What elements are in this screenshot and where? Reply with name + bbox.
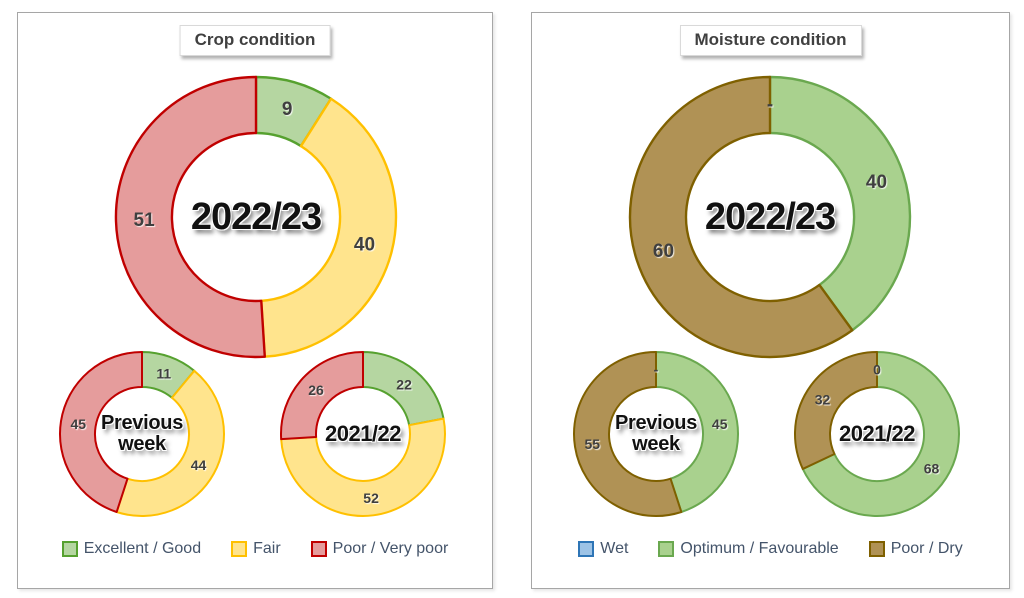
crop-donut-previous-week-chart: 11 44 45	[59, 351, 225, 517]
legend-label: Poor / Dry	[890, 540, 963, 557]
value-label: 0	[873, 362, 881, 378]
slice-poor-dry	[794, 351, 878, 470]
legend-swatch-icon	[231, 541, 248, 557]
value-label: 60	[653, 241, 674, 262]
slice-fair	[280, 417, 446, 517]
slice-fair	[115, 369, 225, 517]
crop-condition-panel: Crop condition 9 40 51 2022/23 11 44 45 Prev…	[17, 12, 493, 589]
crop-donut-2022-23: 9 40 51 2022/23	[110, 71, 402, 363]
value-label: -	[654, 362, 659, 378]
legend-label: Fair	[253, 540, 281, 557]
slice-poor-very-poor	[280, 351, 364, 441]
value-label: 51	[134, 210, 156, 231]
crop-donut-2021-22-chart: 22 52 26	[280, 351, 446, 517]
crop-legend: Excellent / Good Fair Poor / Very poor	[18, 540, 492, 558]
value-label: 55	[585, 436, 601, 452]
value-label: 52	[363, 490, 379, 506]
value-label: 45	[712, 416, 728, 432]
legend-swatch-icon	[868, 541, 885, 557]
slice-poor-very-poor	[59, 351, 143, 513]
slice-optimum-favourable	[801, 351, 960, 517]
legend-item-excellent-good: Excellent / Good	[61, 540, 202, 558]
crop-donut-2022-23-chart: 9 40 51	[114, 75, 398, 359]
legend-swatch-icon	[310, 541, 327, 557]
legend-item-fair: Fair	[231, 540, 281, 558]
legend-swatch-icon	[658, 541, 675, 557]
legend-item-wet: Wet	[578, 540, 628, 558]
moisture-donut-previous-week: -45 55 Previous week	[570, 348, 742, 520]
value-label: 32	[815, 391, 831, 407]
moisture-chart-title: Moisture condition	[679, 25, 862, 56]
crop-donut-2021-22: 22 52 26 2021/22	[277, 348, 449, 520]
legend-label: Optimum / Favourable	[680, 540, 839, 557]
moisture-donut-2021-22: 0 68 32 2021/22	[791, 348, 963, 520]
value-label: 45	[71, 416, 87, 432]
value-label: 44	[191, 457, 207, 473]
crop-chart-title: Crop condition	[179, 25, 331, 56]
value-label: 40	[354, 234, 375, 255]
moisture-donut-2022-23-chart: - 40 60	[628, 75, 912, 359]
value-label: 68	[924, 461, 940, 477]
value-label: 11	[156, 365, 171, 381]
moisture-donut-2022-23: -40 60 2022/23	[624, 71, 916, 363]
moisture-donut-previous-week-chart: - 45 55	[573, 351, 739, 517]
value-label: 9	[282, 99, 293, 120]
slice-fair	[260, 97, 398, 358]
crop-donut-previous-week: 11 44 45 Previous week	[56, 348, 228, 520]
slice-poor-very-poor	[114, 75, 266, 359]
legend-item-poor-very-poor: Poor / Very poor	[310, 540, 449, 558]
moisture-legend: Wet Optimum / Favourable Poor / Dry	[532, 540, 1009, 558]
legend-item-optimum-favourable: Optimum / Favourable	[658, 540, 839, 558]
legend-label: Poor / Very poor	[332, 540, 449, 557]
moisture-condition-panel: Moisture condition -40 60 2022/23 -45 55 P…	[531, 12, 1010, 589]
legend-swatch-icon	[61, 541, 78, 557]
slice-optimum-favourable	[768, 75, 912, 332]
value-label: 26	[308, 382, 324, 398]
slice-poor-dry	[628, 75, 854, 359]
slice-poor-dry	[573, 351, 683, 517]
value-label: 40	[866, 172, 887, 193]
legend-swatch-icon	[578, 541, 595, 557]
legend-item-poor-dry: Poor / Dry	[868, 540, 963, 558]
value-label: -	[767, 95, 773, 116]
legend-label: Excellent / Good	[83, 540, 202, 557]
value-label: 22	[396, 376, 412, 392]
moisture-donut-2021-22-chart: 0 68 32	[794, 351, 960, 517]
legend-label: Wet	[600, 540, 629, 557]
slice-optimum-favourable	[655, 351, 739, 513]
